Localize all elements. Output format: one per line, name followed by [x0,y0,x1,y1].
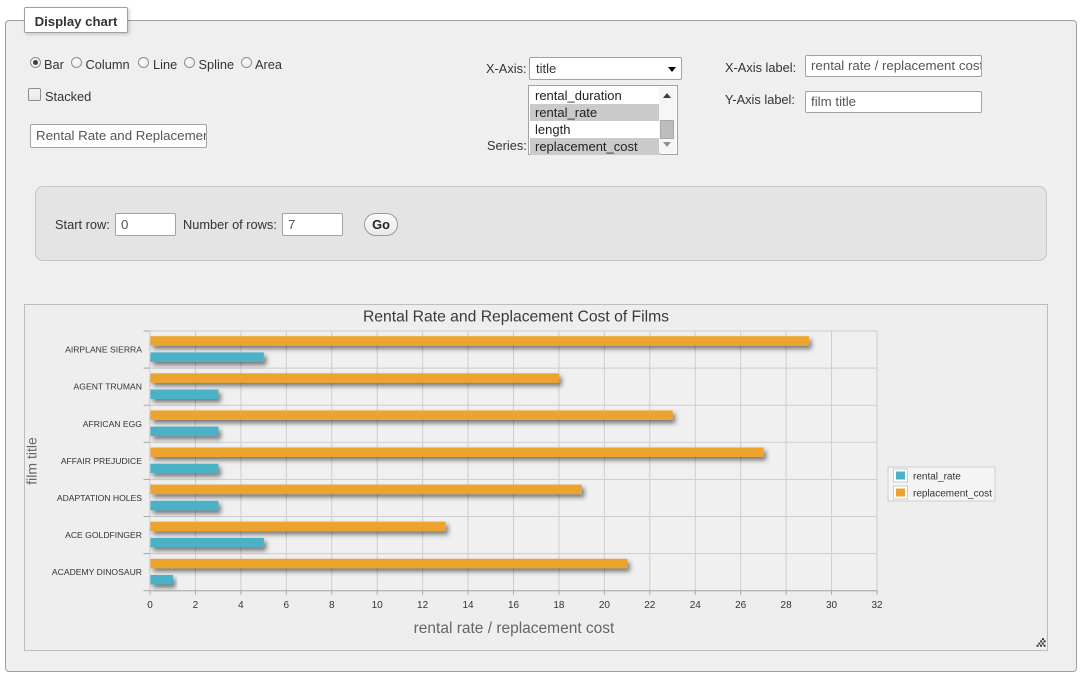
svg-text:AFRICAN EGG: AFRICAN EGG [83,419,143,429]
svg-text:16: 16 [508,600,520,611]
svg-text:AGENT TRUMAN: AGENT TRUMAN [74,382,142,392]
svg-text:Rental Rate and Replacement Co: Rental Rate and Replacement Cost of Film… [363,309,669,326]
svg-text:10: 10 [372,600,384,611]
svg-text:2: 2 [193,600,199,611]
svg-text:rental rate / replacement cost: rental rate / replacement cost [414,620,615,637]
svg-text:replacement_cost: replacement_cost [913,489,992,500]
svg-text:AIRPLANE SIERRA: AIRPLANE SIERRA [65,345,142,355]
svg-text:ADAPTATION HOLES: ADAPTATION HOLES [57,493,142,503]
svg-text:28: 28 [781,600,793,611]
svg-text:8: 8 [329,600,335,611]
svg-text:rental_rate: rental_rate [913,472,961,483]
svg-text:22: 22 [644,600,656,611]
svg-text:ACADEMY DINOSAUR: ACADEMY DINOSAUR [52,567,142,577]
svg-text:24: 24 [690,600,702,611]
svg-text:14: 14 [462,600,474,611]
svg-text:20: 20 [599,600,611,611]
svg-text:26: 26 [735,600,747,611]
svg-text:film title: film title [25,437,40,485]
svg-text:AFFAIR PREJUDICE: AFFAIR PREJUDICE [61,456,142,466]
svg-text:ACE GOLDFINGER: ACE GOLDFINGER [65,530,142,540]
svg-text:0: 0 [147,600,153,611]
svg-text:18: 18 [553,600,565,611]
svg-text:32: 32 [871,600,883,611]
svg-text:12: 12 [417,600,429,611]
svg-text:30: 30 [826,600,838,611]
svg-text:4: 4 [238,600,244,611]
svg-text:6: 6 [284,600,290,611]
